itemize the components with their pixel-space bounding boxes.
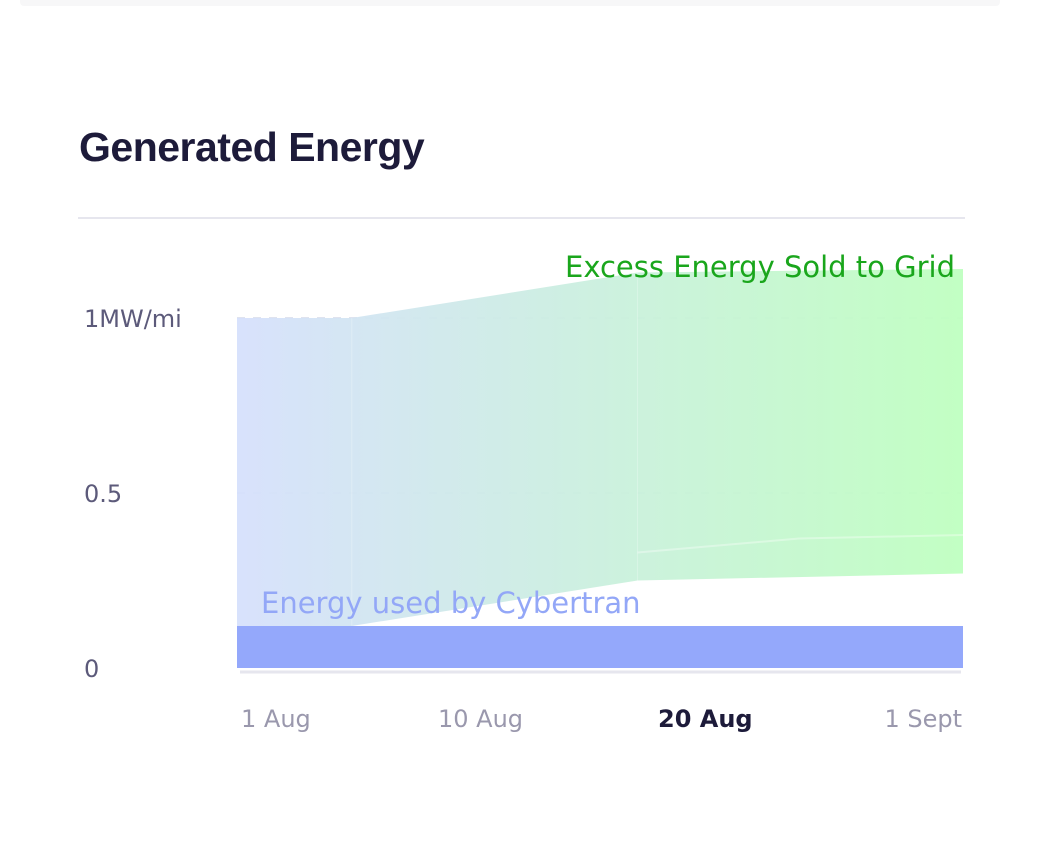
- x-tick-labels: 1 Aug 10 Aug 20 Aug 1 Sept: [241, 705, 962, 733]
- series-label-excess: Excess Energy Sold to Grid: [565, 250, 955, 284]
- series-label-cybertran: Energy used by Cybertran: [261, 586, 641, 620]
- y-tick-labels: 0 0.5 1MW/mi: [84, 305, 182, 683]
- y-tick-label: 0.5: [84, 480, 122, 508]
- x-tick-label: 10 Aug: [438, 705, 523, 733]
- x-tick-label: 1 Sept: [884, 705, 962, 733]
- y-tick-label: 0: [84, 655, 99, 683]
- area-cybertran-usage: [237, 626, 963, 668]
- x-tick-label: 1 Aug: [241, 705, 311, 733]
- title-divider: [78, 217, 965, 219]
- area-inner-line: [637, 534, 964, 554]
- card-title: Generated Energy: [79, 124, 425, 170]
- top-edge-strip: [20, 0, 1000, 6]
- x-tick-label: 20 Aug: [658, 705, 753, 733]
- areas: [237, 269, 964, 668]
- area-excess-energy: [237, 269, 963, 626]
- y-tick-label: 1MW/mi: [84, 305, 182, 333]
